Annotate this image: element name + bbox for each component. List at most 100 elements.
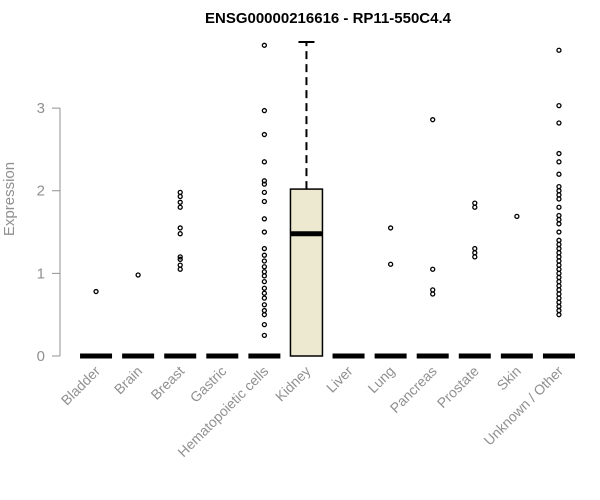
outlier-point bbox=[261, 131, 268, 138]
outlier-point bbox=[556, 229, 562, 235]
outlier-point bbox=[556, 262, 562, 268]
x-category-label: Kidney bbox=[272, 363, 314, 405]
outlier-point bbox=[556, 258, 562, 264]
box-group bbox=[416, 117, 449, 359]
x-category-label: Unknown / Other bbox=[480, 363, 566, 449]
outlier-point bbox=[556, 312, 562, 318]
x-category-label: Prostate bbox=[434, 363, 482, 411]
outlier-point bbox=[177, 254, 183, 260]
outlier-point bbox=[261, 321, 268, 328]
outlier-point bbox=[556, 245, 562, 252]
outlier-point bbox=[261, 42, 268, 48]
outlier-point bbox=[472, 200, 478, 206]
outlier-point bbox=[556, 217, 562, 223]
box-group bbox=[248, 42, 281, 359]
outlier-point bbox=[556, 237, 562, 243]
y-tick-label: 1 bbox=[37, 265, 45, 282]
outlier-point bbox=[261, 198, 268, 205]
outlier-point bbox=[177, 204, 183, 210]
outlier-point bbox=[556, 299, 562, 305]
outlier-point bbox=[93, 288, 99, 295]
x-category-label: Skin bbox=[493, 363, 524, 394]
outlier-point bbox=[556, 188, 562, 194]
outlier-point bbox=[556, 183, 562, 190]
y-tick-label: 0 bbox=[37, 348, 45, 365]
outlier-point bbox=[261, 285, 268, 291]
outlier-point bbox=[556, 171, 562, 177]
box-group bbox=[80, 288, 113, 359]
outlier-point bbox=[261, 181, 268, 187]
outlier-point bbox=[177, 225, 183, 231]
outlier-point bbox=[556, 283, 562, 289]
outlier-point bbox=[556, 192, 562, 198]
outlier-point bbox=[556, 270, 562, 277]
outlier-point bbox=[261, 229, 268, 235]
box-body bbox=[289, 188, 324, 357]
box-group bbox=[122, 272, 155, 359]
outlier-point bbox=[261, 295, 268, 301]
outlier-point bbox=[261, 332, 268, 338]
outlier-point bbox=[387, 261, 394, 267]
outlier-point bbox=[261, 269, 268, 275]
outlier-point bbox=[472, 204, 478, 210]
outlier-point bbox=[556, 159, 562, 165]
box-series bbox=[80, 41, 575, 359]
outlier-point bbox=[472, 254, 478, 260]
outlier-point bbox=[261, 278, 268, 285]
box-group bbox=[500, 213, 533, 359]
outlier-point bbox=[556, 47, 562, 53]
outlier-point bbox=[261, 216, 268, 222]
y-axis-label: Expression bbox=[1, 162, 18, 236]
outlier-point bbox=[135, 272, 141, 278]
outlier-point bbox=[556, 212, 562, 219]
outlier-point bbox=[387, 225, 394, 231]
x-category-label: Brain bbox=[111, 363, 145, 397]
outlier-point bbox=[177, 189, 183, 196]
x-category-label: Bladder bbox=[58, 363, 104, 409]
outlier-point bbox=[177, 231, 183, 237]
x-category-label: Lung bbox=[364, 363, 397, 396]
outlier-point bbox=[556, 196, 562, 202]
outlier-point bbox=[556, 250, 562, 256]
outlier-point bbox=[261, 258, 268, 264]
outlier-point bbox=[556, 287, 562, 293]
outlier-point bbox=[514, 213, 520, 220]
x-category-label: Liver bbox=[323, 363, 356, 396]
outlier-point bbox=[556, 102, 562, 109]
outlier-point bbox=[556, 303, 562, 310]
outlier-point bbox=[261, 178, 268, 184]
box-group bbox=[458, 200, 491, 359]
box-group bbox=[542, 47, 575, 359]
box-group bbox=[289, 41, 324, 357]
outlier-point bbox=[472, 250, 478, 256]
x-category-label: Breast bbox=[147, 363, 187, 403]
outlier-point bbox=[261, 312, 268, 318]
outlier-point bbox=[556, 254, 562, 260]
outlier-point bbox=[177, 193, 183, 200]
y-tick-label: 3 bbox=[37, 100, 45, 117]
outlier-point bbox=[556, 150, 562, 157]
outlier-point bbox=[261, 245, 268, 252]
outlier-point bbox=[556, 266, 562, 272]
outlier-point bbox=[261, 302, 268, 308]
outlier-point bbox=[556, 204, 562, 210]
outlier-point bbox=[556, 295, 562, 301]
outlier-point bbox=[472, 245, 478, 252]
outlier-point bbox=[261, 107, 268, 114]
chart-title: ENSG00000216616 - RP11-550C4.4 bbox=[205, 10, 452, 27]
y-tick-label: 2 bbox=[37, 183, 45, 200]
outlier-point bbox=[261, 159, 268, 165]
y-axis: 0 1 2 3 bbox=[37, 100, 61, 365]
box-group bbox=[374, 225, 407, 359]
outlier-point bbox=[261, 273, 268, 279]
outlier-point bbox=[177, 199, 183, 205]
outlier-point bbox=[177, 262, 183, 268]
outlier-point bbox=[556, 278, 562, 285]
outlier-point bbox=[556, 307, 562, 314]
outlier-point bbox=[556, 221, 562, 227]
x-category-label: Pancreas bbox=[387, 363, 440, 416]
outlier-point bbox=[430, 117, 436, 123]
outlier-point bbox=[430, 291, 436, 297]
